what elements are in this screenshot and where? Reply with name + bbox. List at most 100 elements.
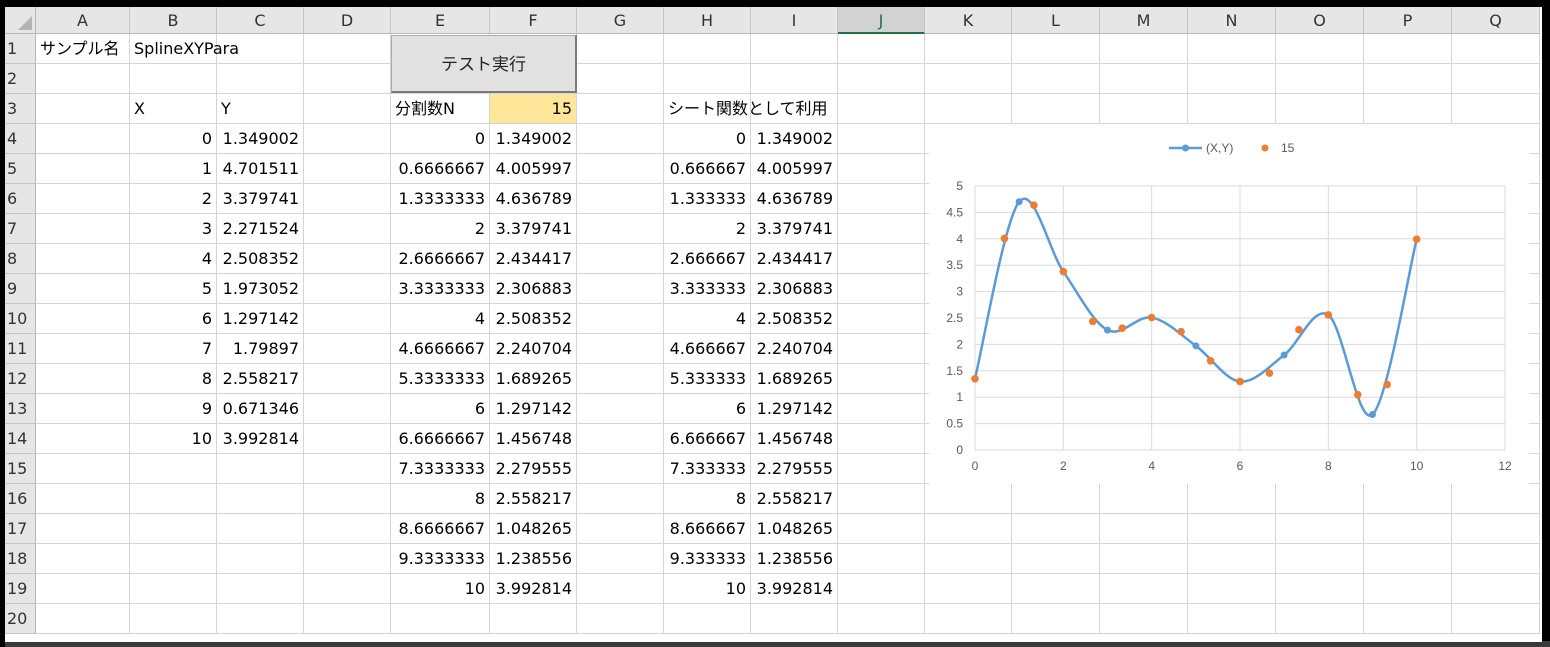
cell-f4[interactable]: 1.349002: [490, 124, 577, 154]
grid-cell[interactable]: [130, 64, 217, 94]
cell-h15[interactable]: 7.333333: [664, 454, 751, 484]
grid-cell[interactable]: [1188, 604, 1276, 634]
grid-cell[interactable]: [1100, 64, 1188, 94]
grid-cell[interactable]: [1100, 574, 1188, 604]
grid-cell[interactable]: [577, 394, 664, 424]
cell-c8[interactable]: 2.508352: [217, 244, 304, 274]
cell-i10[interactable]: 2.508352: [751, 304, 838, 334]
grid-cell[interactable]: [838, 214, 925, 244]
grid-cell[interactable]: [304, 454, 391, 484]
grid-cell[interactable]: [925, 94, 1012, 124]
grid-cell[interactable]: [1452, 604, 1540, 634]
cell-f7[interactable]: 3.379741: [490, 214, 577, 244]
grid-cell[interactable]: [391, 604, 490, 634]
grid-cell[interactable]: [577, 514, 664, 544]
grid-cell[interactable]: [130, 574, 217, 604]
grid-cell[interactable]: [1276, 484, 1364, 514]
cell-i16[interactable]: 2.558217: [751, 484, 838, 514]
cell-e10[interactable]: 4: [391, 304, 490, 334]
grid-cell[interactable]: [36, 184, 130, 214]
grid-cell[interactable]: [217, 64, 304, 94]
grid-cell[interactable]: [751, 64, 838, 94]
cell-e6[interactable]: 1.3333333: [391, 184, 490, 214]
row-header-2[interactable]: 2: [5, 64, 36, 94]
grid-cell[interactable]: [36, 364, 130, 394]
grid-cell[interactable]: [1452, 34, 1540, 64]
row-header-20[interactable]: 20: [5, 604, 36, 634]
cell-b6[interactable]: 2: [130, 184, 217, 214]
grid-cell[interactable]: [577, 34, 664, 64]
cell-f18[interactable]: 1.238556: [490, 544, 577, 574]
grid-cell[interactable]: [1012, 94, 1100, 124]
grid-cell[interactable]: [1012, 64, 1100, 94]
cell-f14[interactable]: 1.456748: [490, 424, 577, 454]
grid-cell[interactable]: [1276, 64, 1364, 94]
grid-cell[interactable]: [577, 184, 664, 214]
row-header-14[interactable]: 14: [5, 424, 36, 454]
column-header-j[interactable]: J: [838, 7, 925, 34]
grid-cell[interactable]: [577, 544, 664, 574]
grid-cell[interactable]: [304, 214, 391, 244]
cell-e17[interactable]: 8.6666667: [391, 514, 490, 544]
grid-cell[interactable]: [217, 574, 304, 604]
cell-i14[interactable]: 1.456748: [751, 424, 838, 454]
row-header-3[interactable]: 3: [5, 94, 36, 124]
chart-legend[interactable]: (X,Y) 15: [1169, 141, 1295, 155]
row-header-10[interactable]: 10: [5, 304, 36, 334]
grid-cell[interactable]: [1276, 514, 1364, 544]
row-header-15[interactable]: 15: [5, 454, 36, 484]
row-header-1[interactable]: 1: [5, 34, 36, 64]
column-header-p[interactable]: P: [1364, 7, 1452, 34]
row-header-5[interactable]: 5: [5, 154, 36, 184]
cell-e14[interactable]: 6.6666667: [391, 424, 490, 454]
cell-e11[interactable]: 4.6666667: [391, 334, 490, 364]
cell-f6[interactable]: 4.636789: [490, 184, 577, 214]
row-header-11[interactable]: 11: [5, 334, 36, 364]
grid-cell[interactable]: [1188, 544, 1276, 574]
cell-b3[interactable]: X: [130, 94, 217, 124]
row-header-18[interactable]: 18: [5, 544, 36, 574]
column-header-h[interactable]: H: [664, 7, 751, 34]
cell-c9[interactable]: 1.973052: [217, 274, 304, 304]
grid-cell[interactable]: [1012, 514, 1100, 544]
cell-f13[interactable]: 1.297142: [490, 394, 577, 424]
grid-cell[interactable]: [577, 304, 664, 334]
cell-e3[interactable]: 分割数N: [391, 94, 490, 124]
grid-cell[interactable]: [304, 34, 391, 64]
grid-cell[interactable]: [838, 514, 925, 544]
column-header-l[interactable]: L: [1012, 7, 1100, 34]
grid-cell[interactable]: [304, 154, 391, 184]
cell-h6[interactable]: 1.333333: [664, 184, 751, 214]
column-header-e[interactable]: E: [391, 7, 490, 34]
run-test-button[interactable]: テスト実行: [391, 35, 577, 93]
cell-b7[interactable]: 3: [130, 214, 217, 244]
row-header-19[interactable]: 19: [5, 574, 36, 604]
grid-cell[interactable]: [1452, 514, 1540, 544]
cell-i8[interactable]: 2.434417: [751, 244, 838, 274]
grid-cell[interactable]: [838, 34, 925, 64]
grid-cell[interactable]: [577, 604, 664, 634]
cell-h11[interactable]: 4.666667: [664, 334, 751, 364]
grid-cell[interactable]: [1364, 64, 1452, 94]
cell-i13[interactable]: 1.297142: [751, 394, 838, 424]
grid-cell[interactable]: [36, 244, 130, 274]
grid-cell[interactable]: [36, 604, 130, 634]
grid-cell[interactable]: [577, 454, 664, 484]
grid-cell[interactable]: [217, 454, 304, 484]
grid-cell[interactable]: [838, 604, 925, 634]
column-header-g[interactable]: G: [577, 7, 664, 34]
cell-e8[interactable]: 2.6666667: [391, 244, 490, 274]
grid-cell[interactable]: [304, 604, 391, 634]
cell-b8[interactable]: 4: [130, 244, 217, 274]
cell-e5[interactable]: 0.6666667: [391, 154, 490, 184]
cell-f12[interactable]: 1.689265: [490, 364, 577, 394]
cell-h5[interactable]: 0.666667: [664, 154, 751, 184]
grid-cell[interactable]: [36, 64, 130, 94]
cell-h19[interactable]: 10: [664, 574, 751, 604]
grid-cell[interactable]: [304, 244, 391, 274]
grid-cell[interactable]: [838, 574, 925, 604]
grid-cell[interactable]: [664, 604, 751, 634]
grid-cell[interactable]: [36, 454, 130, 484]
cell-c14[interactable]: 3.992814: [217, 424, 304, 454]
column-header-f[interactable]: F: [490, 7, 577, 34]
